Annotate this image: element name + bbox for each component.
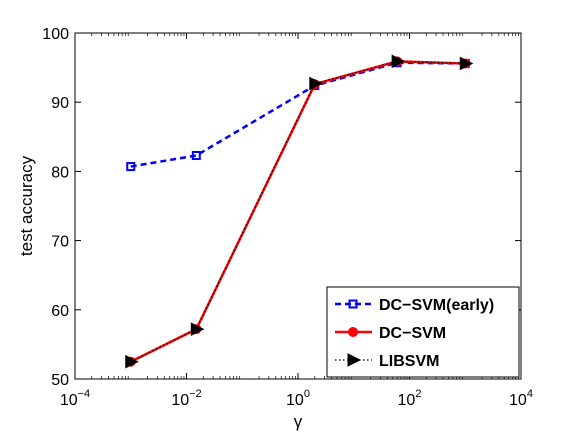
data-point [126,162,136,172]
legend: DC−SVM(early) DC−SVM LIBSVM [326,286,520,378]
legend-label: DC−SVM [379,325,446,342]
data-point [309,76,323,91]
y-tick-label: 60 [51,303,69,320]
x-tick-label: 100 [286,388,310,409]
legend-label: DC−SVM(early) [379,297,494,314]
x-axis-label: γ [294,412,303,431]
data-point [191,150,201,160]
data-point [125,354,139,369]
series-2 [125,54,474,369]
legend-swatch-marker [348,327,358,337]
y-tick-label: 70 [51,234,69,251]
y-tick-label: 100 [42,26,69,43]
y-axis-label: test accuracy [17,155,36,256]
x-tick-label: 102 [398,388,422,409]
y-tick-label: 50 [51,372,69,389]
x-tick-label: 104 [509,388,533,409]
data-point [190,322,205,336]
y-tick-label: 80 [51,164,69,181]
x-tick-label: 10−2 [171,388,201,409]
y-tick-label: 90 [51,95,69,112]
data-point [459,56,474,71]
legend-label: LIBSVM [379,353,439,370]
data-point [391,54,406,69]
x-tick-label: 10−4 [60,388,90,409]
tick-labels: 10−4 10−2 100 102 104 50 60 70 80 90 100 [42,26,533,409]
legend-swatch-marker [348,299,358,309]
series-layer [125,54,474,369]
series-line [130,60,466,363]
legend-swatch-marker [347,353,362,367]
